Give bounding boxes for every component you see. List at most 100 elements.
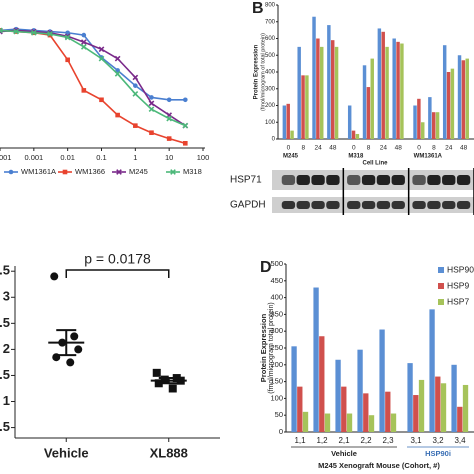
marker bbox=[8, 169, 14, 175]
marker bbox=[166, 115, 173, 122]
bar bbox=[313, 287, 319, 432]
blot-band bbox=[427, 201, 441, 209]
y-tick-label: 0.5 bbox=[0, 419, 10, 434]
bar bbox=[282, 105, 287, 139]
bar bbox=[421, 122, 425, 139]
y-tick-label: 300 bbox=[265, 86, 276, 92]
legend-label: HSP90 bbox=[447, 264, 474, 274]
marker bbox=[160, 375, 169, 384]
y-tick-label: 2 bbox=[3, 341, 10, 356]
x-tick-label: XL888 bbox=[150, 445, 188, 460]
bar bbox=[417, 98, 421, 139]
bar bbox=[385, 46, 389, 139]
bar bbox=[392, 38, 396, 139]
x-tick-label: 48 bbox=[329, 145, 337, 152]
y-tick-label: 200 bbox=[265, 103, 276, 109]
x-tick-label: 0.0001 bbox=[0, 153, 11, 162]
bar bbox=[347, 105, 352, 139]
panel-letter: B bbox=[252, 0, 264, 17]
y-axis-sublabel: (fmol/microgram of total protein) bbox=[260, 33, 266, 111]
bar bbox=[465, 58, 469, 139]
x-tick-label: 3,4 bbox=[454, 436, 466, 445]
bar bbox=[290, 130, 294, 139]
bar bbox=[396, 41, 400, 139]
blot-band bbox=[427, 175, 441, 185]
bar bbox=[286, 103, 290, 139]
y-tick-label: 100 bbox=[265, 120, 276, 126]
y-axis-label: Protein Expression bbox=[259, 313, 268, 382]
blot-band bbox=[456, 175, 471, 185]
bar bbox=[355, 133, 360, 139]
marker bbox=[99, 97, 104, 103]
marker bbox=[149, 130, 154, 136]
y-axis-label: Protein Expression bbox=[254, 44, 260, 99]
group-label: M245 bbox=[283, 154, 299, 160]
bar bbox=[341, 386, 347, 432]
x-tick-label: 8 bbox=[301, 145, 305, 152]
marker bbox=[65, 57, 70, 63]
marker bbox=[62, 169, 68, 175]
blot-band bbox=[311, 201, 325, 209]
marker bbox=[170, 169, 176, 175]
x-tick-label: 24 bbox=[445, 145, 453, 152]
bar bbox=[435, 376, 441, 432]
bar bbox=[442, 45, 447, 140]
bar bbox=[324, 413, 331, 432]
bar bbox=[319, 336, 325, 432]
bar bbox=[413, 105, 417, 139]
blot-band bbox=[412, 175, 426, 185]
blot-band bbox=[376, 201, 391, 209]
y-tick-label: 400 bbox=[265, 70, 276, 76]
marker bbox=[50, 272, 59, 281]
bar bbox=[305, 75, 309, 139]
group-label: M318 bbox=[348, 154, 364, 160]
x-tick-label: 0 bbox=[352, 145, 356, 152]
significance-bracket bbox=[65, 269, 170, 278]
blot-band bbox=[442, 201, 456, 209]
y-tick-label: 3.5 bbox=[0, 263, 10, 278]
y-tick-label: 3 bbox=[3, 289, 10, 304]
marker bbox=[74, 345, 83, 354]
bar bbox=[297, 46, 301, 139]
bar bbox=[390, 413, 397, 432]
y-tick-label: 700 bbox=[265, 19, 276, 25]
bar bbox=[461, 60, 466, 139]
x-tick-label: Vehicle bbox=[44, 445, 89, 460]
bar bbox=[330, 40, 335, 139]
legend-label: M318 bbox=[183, 167, 202, 176]
blot-band bbox=[347, 201, 361, 209]
sem-bar bbox=[56, 329, 77, 357]
marker bbox=[80, 43, 87, 50]
bar bbox=[462, 384, 469, 432]
y-tick-label: 350 bbox=[270, 309, 283, 318]
x-tick-label: 10 bbox=[165, 153, 173, 162]
legend-swatch bbox=[438, 283, 444, 289]
y-tick-label: 150 bbox=[270, 377, 283, 386]
y-tick-label: 100 bbox=[270, 393, 283, 402]
bar bbox=[451, 364, 457, 432]
marker bbox=[98, 46, 105, 53]
blot-band bbox=[412, 201, 426, 209]
bar bbox=[457, 55, 462, 139]
x-tick-label: 2,2 bbox=[360, 436, 372, 445]
bar bbox=[381, 31, 385, 139]
marker bbox=[81, 32, 87, 38]
legend-label: HSP9 bbox=[447, 280, 469, 290]
y-tick-label: 600 bbox=[265, 36, 276, 42]
marker bbox=[149, 95, 154, 100]
bar bbox=[297, 386, 303, 432]
marker bbox=[166, 136, 172, 141]
marker bbox=[64, 34, 71, 41]
bar bbox=[435, 112, 440, 139]
x-tick-label: 0 bbox=[287, 145, 291, 152]
x-axis-label: M245 Xenograft Mouse (Cohort, #) bbox=[318, 461, 440, 470]
bar bbox=[335, 359, 341, 432]
bar bbox=[431, 112, 436, 139]
group-label: WM1361A bbox=[414, 154, 443, 160]
y-tick-label: 250 bbox=[270, 343, 283, 352]
x-axis-label: Cell Line bbox=[362, 161, 388, 167]
bar bbox=[400, 43, 404, 139]
x-tick-label: 24 bbox=[314, 145, 322, 152]
bar bbox=[351, 130, 356, 139]
bar bbox=[327, 25, 331, 140]
